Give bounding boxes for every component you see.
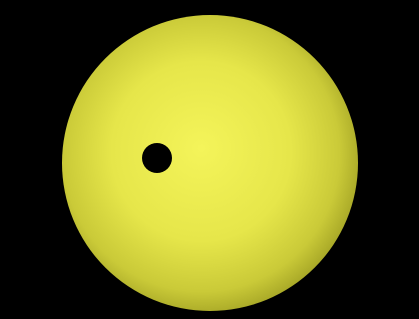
page bbox=[0, 0, 419, 319]
star bbox=[62, 15, 358, 311]
scene bbox=[0, 0, 419, 319]
transiting-planet bbox=[142, 143, 172, 173]
